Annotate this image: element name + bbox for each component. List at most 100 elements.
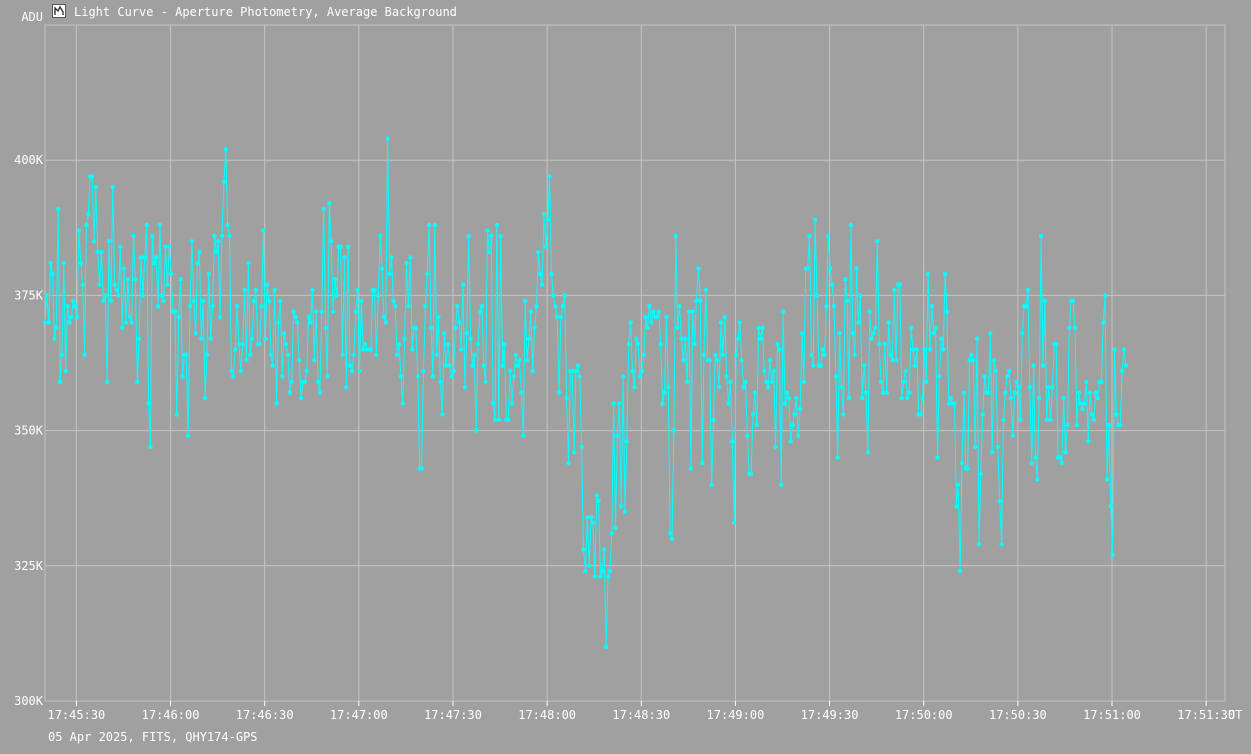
data-point [50, 271, 55, 276]
data-point [952, 401, 957, 406]
data-point [596, 498, 601, 504]
data-point [1074, 423, 1080, 428]
data-point [524, 358, 530, 363]
data-point [193, 331, 198, 336]
data-point [398, 374, 404, 379]
data-point [869, 336, 874, 341]
data-point [858, 293, 863, 298]
data-point [1001, 417, 1006, 422]
data-point [684, 379, 690, 385]
data-point [1063, 450, 1068, 455]
data-point [796, 433, 801, 439]
data-point [528, 309, 533, 314]
data-point [826, 233, 831, 239]
data-point [536, 249, 541, 255]
data-point [84, 222, 89, 228]
data-point [1080, 406, 1085, 412]
data-point [1054, 341, 1059, 347]
data-point [440, 412, 445, 417]
data-point [837, 331, 842, 336]
data-point [231, 374, 236, 379]
data-point [982, 374, 987, 379]
data-point [229, 368, 234, 374]
data-point [421, 368, 426, 374]
data-point [814, 293, 820, 298]
data-point [387, 271, 392, 276]
data-point [517, 358, 522, 363]
data-point [287, 390, 292, 395]
data-point [233, 347, 238, 352]
data-point [532, 325, 537, 330]
data-point [1087, 390, 1093, 395]
data-point [379, 266, 385, 271]
data-point [426, 222, 432, 228]
data-point [249, 336, 255, 341]
data-point [641, 352, 646, 358]
data-point [342, 255, 347, 260]
data-point [138, 255, 144, 260]
data-point [658, 341, 663, 347]
data-point [637, 374, 643, 379]
data-point [477, 309, 483, 314]
data-point [1046, 385, 1051, 390]
data-point [942, 271, 948, 276]
data-point [617, 401, 622, 406]
data-point [609, 531, 614, 536]
data-point [133, 277, 138, 282]
data-point [741, 385, 746, 390]
data-point [180, 374, 185, 379]
data-point [534, 304, 539, 309]
data-point [733, 352, 739, 358]
data-point [321, 206, 326, 212]
data-point [556, 390, 562, 395]
data-point [246, 260, 251, 266]
data-point [1106, 423, 1112, 428]
data-point [351, 352, 356, 358]
data-point [500, 363, 505, 368]
data-point [726, 401, 731, 406]
data-point [1037, 396, 1042, 401]
data-point [619, 504, 624, 509]
data-point [425, 271, 430, 276]
data-point [907, 390, 912, 395]
data-point [479, 304, 485, 309]
data-point [329, 239, 334, 244]
data-point [502, 341, 507, 347]
data-point [839, 385, 844, 390]
data-point [822, 352, 827, 358]
data-point [530, 368, 535, 374]
data-point [381, 314, 387, 320]
data-point [240, 341, 245, 347]
data-point [925, 271, 931, 276]
data-point [622, 509, 628, 514]
data-point [543, 244, 549, 249]
axis-layer: 300K 325K 350K 375K 400K 17:45:30 17:46:00 17:4… [14, 10, 1242, 722]
data-point [801, 379, 806, 385]
data-point [794, 396, 799, 401]
data-point [1005, 374, 1010, 379]
data-point [771, 368, 776, 374]
data-point [519, 390, 524, 395]
data-point [961, 390, 967, 395]
data-point [745, 433, 750, 439]
data-point [873, 325, 878, 330]
data-point [349, 368, 355, 374]
data-point [686, 309, 692, 314]
chart-window-icon[interactable] [52, 4, 66, 18]
data-point [660, 401, 665, 406]
data-point [841, 412, 846, 417]
data-point [602, 547, 607, 552]
data-point [611, 401, 616, 406]
data-point [1095, 396, 1100, 401]
data-point [97, 282, 102, 287]
data-point [394, 352, 400, 358]
data-point [202, 396, 208, 401]
data-point [466, 233, 471, 239]
data-point [378, 233, 383, 239]
data-point [1048, 417, 1053, 422]
data-point [217, 314, 223, 320]
data-point [332, 277, 338, 282]
data-point [888, 352, 893, 358]
data-point [989, 450, 995, 455]
